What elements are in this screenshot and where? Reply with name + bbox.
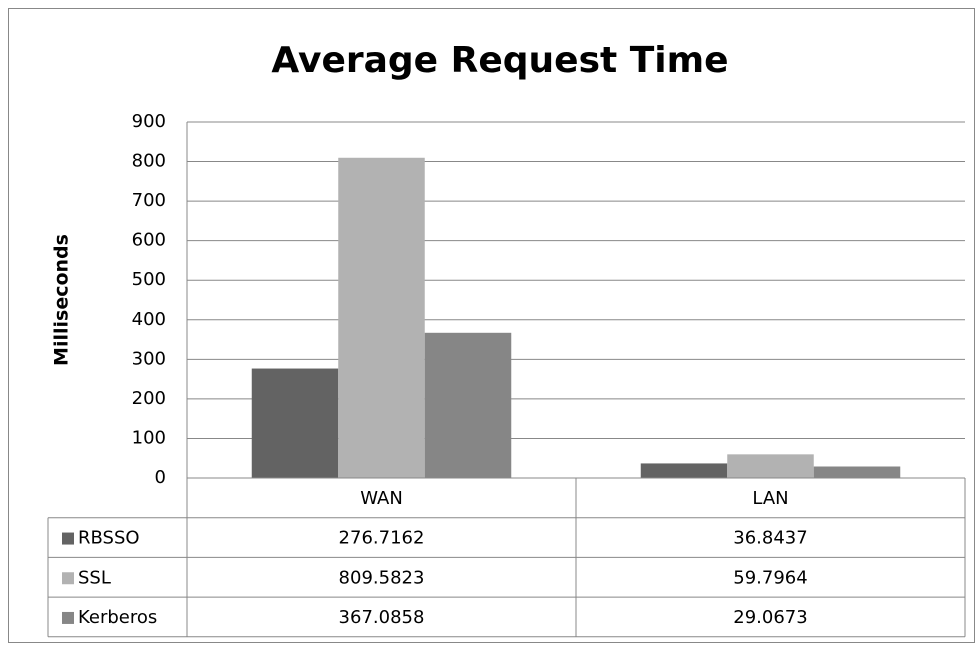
x-tick-label: WAN	[360, 488, 403, 509]
bar	[727, 454, 814, 478]
data-table-value: 276.7162	[339, 528, 425, 549]
data-table-value: 59.7964	[733, 567, 807, 588]
y-tick-label: 500	[132, 269, 166, 290]
y-tick-label: 400	[132, 309, 166, 330]
y-tick-label: 100	[132, 427, 166, 448]
bar	[640, 463, 728, 478]
y-axis-label: Milliseconds	[51, 234, 73, 366]
bar	[338, 157, 425, 478]
bar	[251, 368, 339, 478]
y-tick-label: 300	[132, 348, 166, 369]
y-tick-label: 200	[132, 388, 166, 409]
y-tick-label: 600	[132, 230, 166, 251]
legend-label: SSL	[78, 567, 111, 588]
legend-label: Kerberos	[78, 607, 157, 628]
legend-label: RBSSO	[78, 528, 140, 549]
y-tick-label: 800	[132, 151, 166, 172]
y-tick-label: 900	[132, 111, 166, 132]
data-table-value: 367.0858	[339, 607, 425, 628]
chart-border	[8, 8, 975, 643]
data-table-value: 809.5823	[339, 567, 425, 588]
y-tick-label: 700	[132, 190, 166, 211]
y-tick-label: 0	[155, 467, 166, 488]
chart-title: Average Request Time	[271, 40, 728, 81]
bar	[813, 466, 901, 478]
bar	[424, 332, 512, 478]
legend-key	[62, 611, 74, 624]
data-table-value: 36.8437	[733, 528, 807, 549]
data-table-value: 29.0673	[733, 607, 807, 628]
legend-key	[62, 572, 74, 585]
x-tick-label: LAN	[752, 488, 788, 509]
legend-key	[62, 532, 74, 545]
